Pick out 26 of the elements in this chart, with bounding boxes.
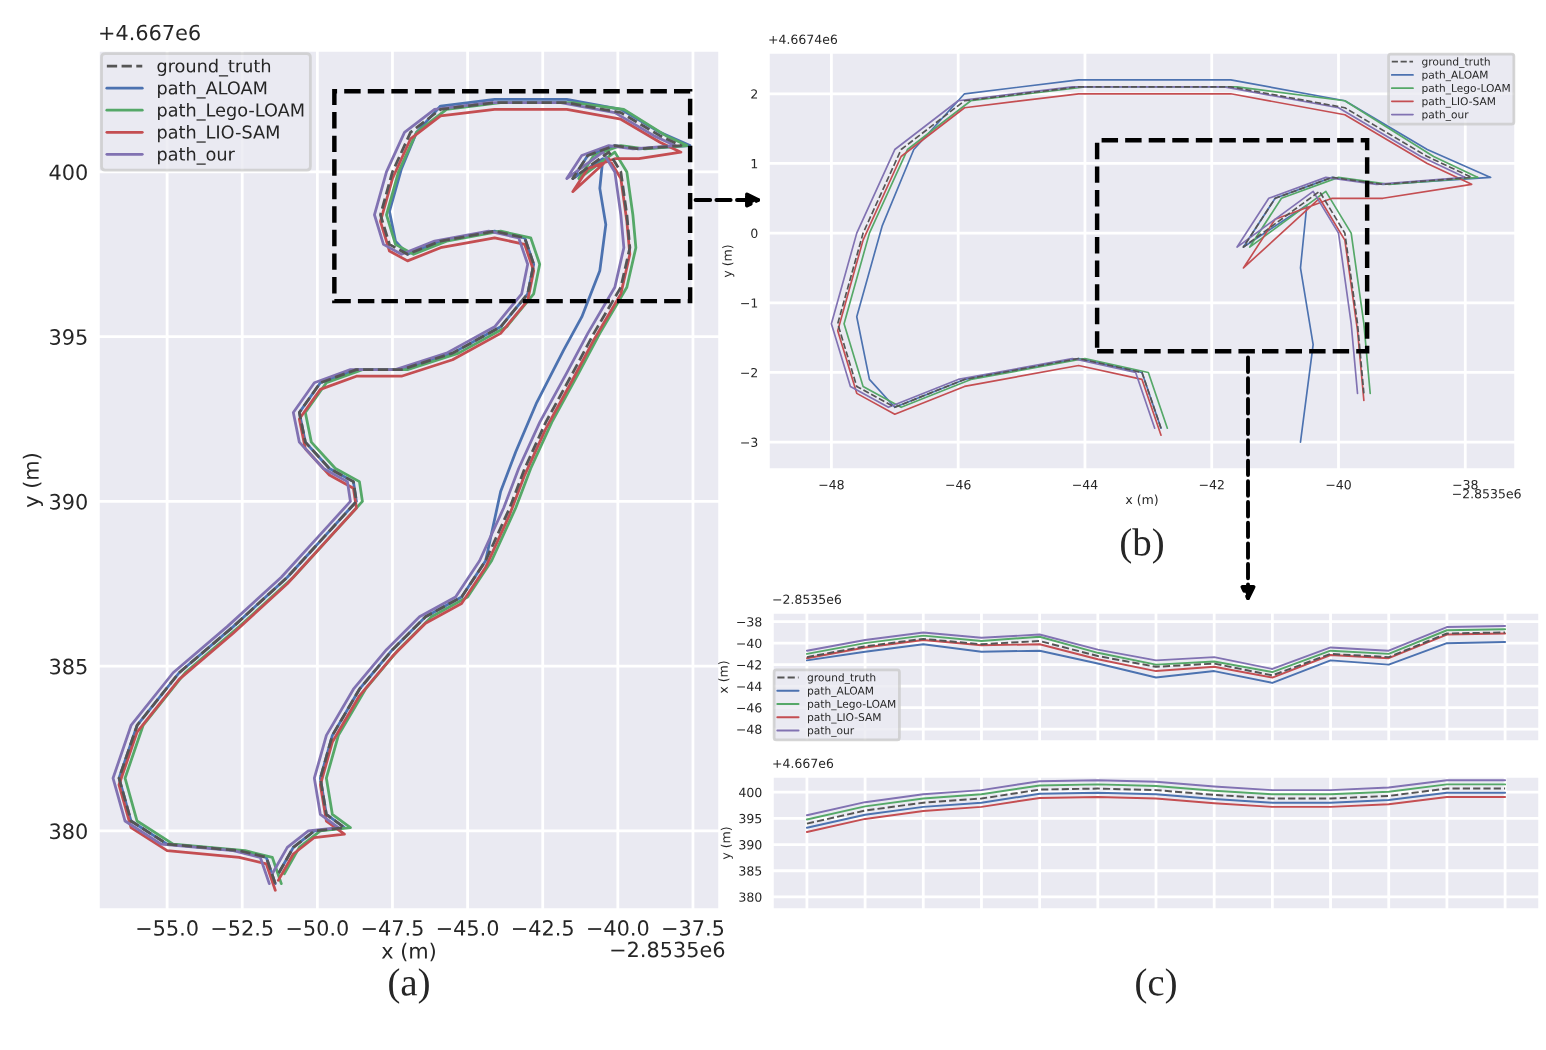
y-axis-title: y (m): [22, 454, 43, 508]
legend-label: path_ALOAM: [158, 80, 267, 99]
x-tick-label: −52.5: [212, 920, 273, 936]
legend-label: path_LIO-SAM: [158, 125, 279, 143]
text: +4.667e6: [100, 24, 200, 41]
text: −2.8535e6: [611, 941, 725, 958]
legend-label: path_our: [158, 147, 235, 165]
y-tick-label: 380: [50, 823, 87, 840]
x-tick-label: −50.0: [287, 920, 348, 936]
line-series: [805, 641, 1507, 684]
x-tick-label: −42.5: [513, 920, 573, 936]
x-axis-title: x (m): [381, 942, 435, 962]
text: (b): [1121, 528, 1163, 564]
x-tick-label: −40.0: [588, 920, 649, 936]
y-tick-label: 400: [49, 164, 87, 181]
x-tick-label: −45.0: [437, 920, 499, 936]
y-tick-label: 390: [50, 493, 87, 510]
x-tick-label: −37.5: [663, 920, 724, 936]
legend-label: path_Lego-LOAM: [158, 102, 304, 121]
x-tick-label: −55.0: [137, 920, 198, 936]
x-tick-label: −47.5: [362, 920, 423, 936]
text: (c): [1136, 968, 1176, 1004]
legend-label: ground_truth: [157, 58, 271, 77]
y-tick-label: 395: [50, 329, 87, 345]
y-tick-label: 385: [50, 658, 87, 675]
text: (a): [389, 968, 429, 1004]
